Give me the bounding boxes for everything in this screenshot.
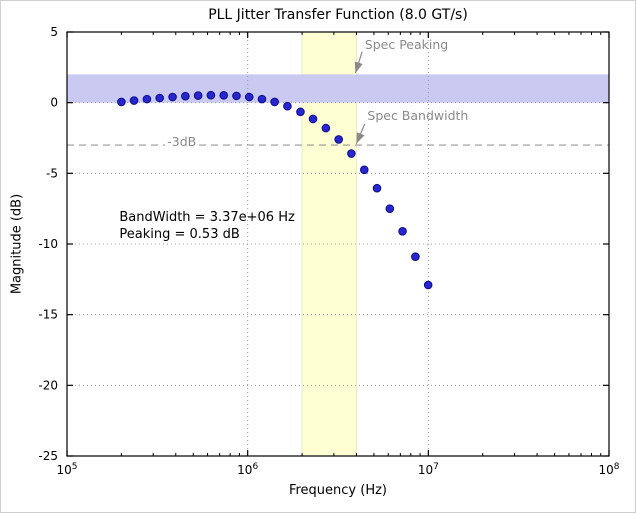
- svg-text:-20: -20: [38, 378, 58, 392]
- y-axis-label: Magnitude (dB): [9, 193, 25, 295]
- svg-text:-15: -15: [38, 308, 58, 322]
- svg-text:-10: -10: [38, 237, 58, 251]
- svg-text:105: 105: [56, 462, 77, 477]
- x-axis-label: Frequency (Hz): [288, 483, 388, 498]
- svg-text:107: 107: [418, 462, 439, 477]
- annotation-spec-peaking: Spec Peaking: [364, 36, 449, 52]
- annotation-bandwidth-value: BandWidth = 3.37e+06 Hz: [119, 209, 295, 225]
- svg-text:-25: -25: [38, 449, 58, 463]
- annotation-spec-bandwidth: Spec Bandwidth: [367, 108, 469, 124]
- annotation-3db-label: -3dB: [165, 133, 199, 149]
- svg-text:0: 0: [50, 96, 58, 110]
- chart-title: PLL Jitter Transfer Function (8.0 GT/s): [208, 7, 468, 23]
- annotation-peaking-value: Peaking = 0.53 dB: [119, 226, 240, 242]
- svg-text:5: 5: [50, 25, 58, 39]
- svg-text:108: 108: [598, 462, 619, 477]
- svg-text:-5: -5: [46, 166, 58, 180]
- annotation-measurements: BandWidth = 3.37e+06 Hz Peaking = 0.53 d…: [119, 209, 294, 243]
- svg-text:106: 106: [237, 462, 258, 477]
